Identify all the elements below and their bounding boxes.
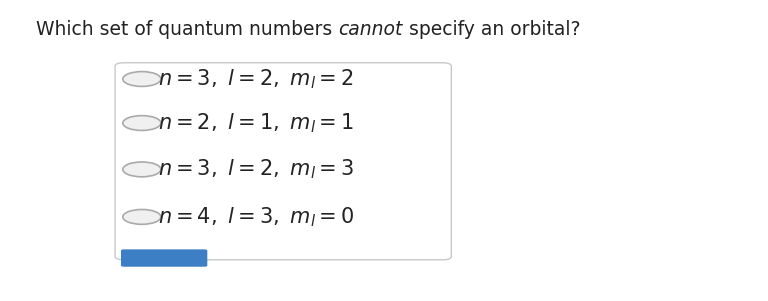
Text: cannot: cannot (339, 20, 402, 39)
Ellipse shape (123, 72, 161, 86)
Ellipse shape (123, 209, 161, 224)
Ellipse shape (123, 162, 161, 177)
Text: $n = 4,\ l = 3,\ m_l = 0$: $n = 4,\ l = 3,\ m_l = 0$ (158, 205, 355, 229)
Text: $n = 2,\ l = 1,\ m_l = 1$: $n = 2,\ l = 1,\ m_l = 1$ (158, 111, 354, 135)
Text: specify an orbital?: specify an orbital? (402, 20, 580, 39)
Text: $n = 3,\ l = 2,\ m_l = 2$: $n = 3,\ l = 2,\ m_l = 2$ (158, 67, 354, 91)
FancyBboxPatch shape (121, 249, 207, 267)
Ellipse shape (123, 116, 161, 130)
FancyBboxPatch shape (115, 63, 452, 260)
Text: Which set of quantum numbers: Which set of quantum numbers (36, 20, 339, 39)
Text: $n = 3,\ l = 2,\ m_l = 3$: $n = 3,\ l = 2,\ m_l = 3$ (158, 158, 355, 181)
